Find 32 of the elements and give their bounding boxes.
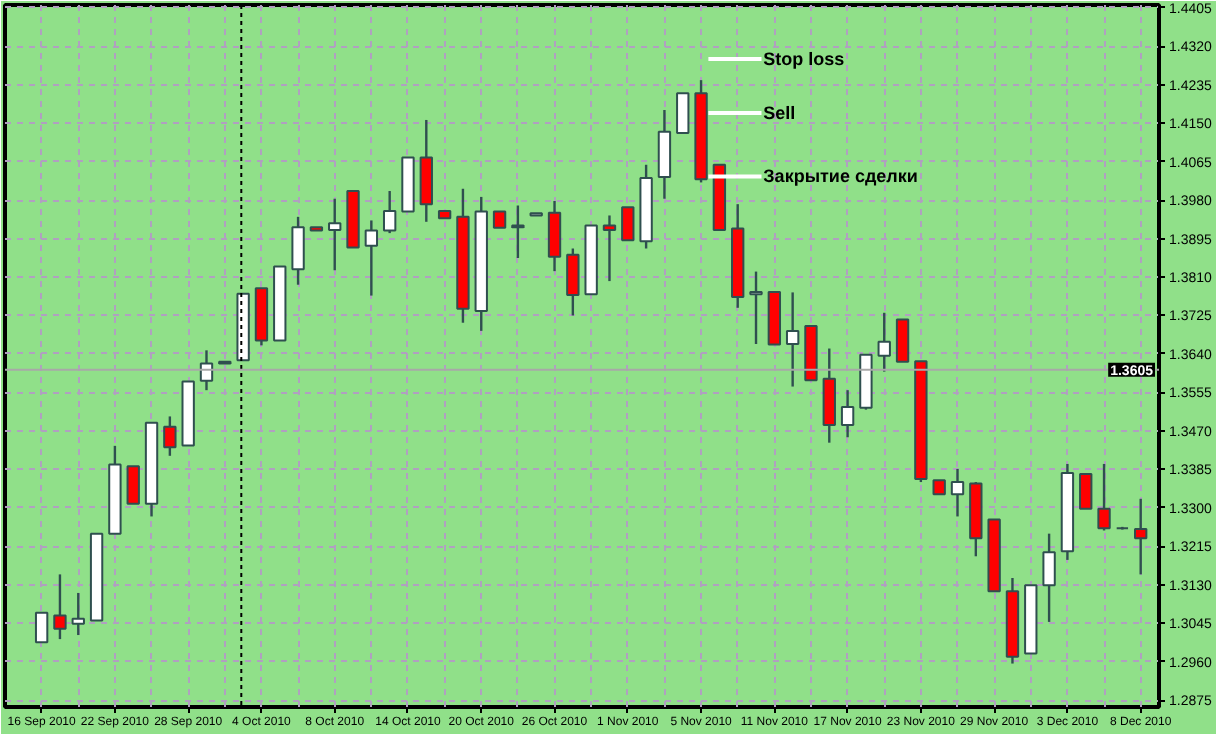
candlestick	[822, 347, 836, 444]
candlestick	[364, 219, 379, 297]
candlestick	[950, 467, 965, 518]
candlestick	[1097, 462, 1111, 532]
candlestick	[126, 465, 140, 505]
candlestick	[602, 214, 617, 283]
candlestick	[566, 247, 580, 317]
candlestick	[1079, 472, 1093, 510]
candlestick	[657, 108, 672, 200]
candlestick	[547, 199, 562, 273]
candlestick	[785, 291, 800, 388]
candlestick	[676, 92, 690, 135]
candlestick	[840, 388, 855, 439]
annotation: Stop loss	[763, 49, 845, 70]
candlestick	[328, 197, 342, 272]
candlestick	[511, 204, 525, 260]
candlestick	[53, 573, 67, 641]
candlestick	[382, 189, 397, 235]
candlestick	[1134, 497, 1148, 576]
candlestick	[34, 611, 49, 644]
annotation: Sell	[763, 102, 796, 123]
candlestick	[749, 270, 763, 346]
candlestick	[163, 415, 177, 457]
annotation: Закрытие сделки	[763, 166, 918, 187]
candlestick	[419, 118, 433, 223]
candlestick	[877, 311, 891, 373]
candlestick	[1042, 532, 1056, 624]
candlestick	[621, 206, 635, 242]
candlestick	[895, 318, 910, 363]
candlestick	[71, 591, 85, 637]
candlestick	[291, 215, 305, 286]
candlestick	[199, 349, 214, 392]
